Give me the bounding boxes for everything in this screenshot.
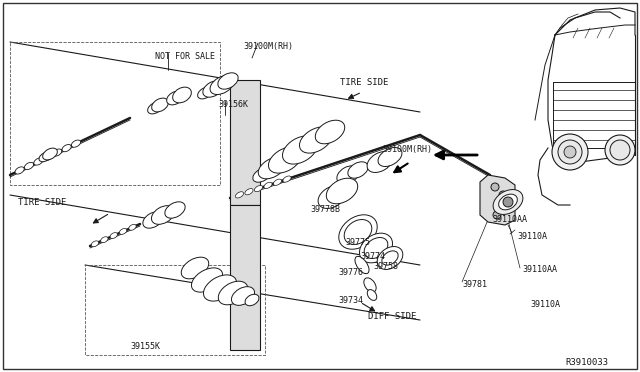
Ellipse shape (493, 190, 523, 214)
Ellipse shape (282, 136, 317, 164)
Ellipse shape (348, 162, 368, 178)
Ellipse shape (173, 87, 191, 103)
Ellipse shape (24, 162, 33, 170)
Ellipse shape (283, 176, 291, 182)
Ellipse shape (210, 76, 234, 94)
Ellipse shape (198, 87, 212, 99)
Text: 39775: 39775 (345, 238, 370, 247)
Circle shape (503, 197, 513, 207)
Ellipse shape (218, 281, 248, 305)
Text: 39778B: 39778B (310, 205, 340, 214)
Ellipse shape (15, 167, 24, 174)
Ellipse shape (318, 186, 346, 208)
Text: 39110AA: 39110AA (522, 265, 557, 274)
Ellipse shape (44, 153, 52, 161)
Text: 39758: 39758 (373, 262, 398, 271)
Circle shape (493, 211, 501, 219)
Ellipse shape (339, 215, 377, 249)
Ellipse shape (355, 256, 369, 274)
Polygon shape (230, 80, 260, 205)
Ellipse shape (191, 268, 223, 292)
Text: TIRE SIDE: TIRE SIDE (18, 198, 67, 207)
Text: 39110AA: 39110AA (492, 215, 527, 224)
Ellipse shape (152, 206, 175, 224)
Text: 39774: 39774 (360, 252, 385, 261)
Ellipse shape (236, 192, 244, 198)
Ellipse shape (166, 91, 183, 105)
Polygon shape (480, 175, 515, 225)
Text: 39100M(RH): 39100M(RH) (382, 145, 432, 154)
Text: DIFF SIDE: DIFF SIDE (368, 312, 417, 321)
Text: 39110A: 39110A (517, 232, 547, 241)
Ellipse shape (367, 289, 377, 301)
Ellipse shape (264, 182, 272, 189)
Circle shape (491, 183, 499, 191)
Ellipse shape (377, 247, 403, 269)
Ellipse shape (344, 219, 372, 244)
Ellipse shape (100, 237, 108, 243)
Text: 39781: 39781 (462, 280, 487, 289)
Circle shape (499, 191, 507, 199)
Ellipse shape (300, 127, 333, 153)
Ellipse shape (268, 147, 301, 173)
Ellipse shape (152, 98, 168, 112)
Ellipse shape (143, 212, 163, 228)
Ellipse shape (120, 228, 127, 234)
Ellipse shape (367, 151, 393, 173)
Ellipse shape (232, 287, 255, 305)
Circle shape (610, 140, 630, 160)
Ellipse shape (360, 233, 392, 263)
Ellipse shape (245, 294, 259, 306)
Ellipse shape (326, 178, 358, 204)
Ellipse shape (245, 189, 253, 195)
Ellipse shape (181, 257, 209, 279)
Ellipse shape (92, 241, 99, 247)
Ellipse shape (316, 120, 345, 144)
Ellipse shape (378, 148, 402, 167)
Ellipse shape (273, 179, 282, 185)
Circle shape (564, 146, 576, 158)
Text: NOT FOR SALE: NOT FOR SALE (155, 52, 215, 61)
Ellipse shape (259, 157, 285, 179)
Ellipse shape (72, 140, 81, 147)
Ellipse shape (253, 168, 271, 182)
Text: 39110A: 39110A (530, 300, 560, 309)
Ellipse shape (129, 224, 136, 230)
Text: 39734: 39734 (338, 296, 363, 305)
Ellipse shape (52, 149, 62, 156)
Circle shape (552, 134, 588, 170)
Ellipse shape (499, 194, 517, 210)
Text: 39100M(RH): 39100M(RH) (243, 42, 293, 51)
Ellipse shape (203, 81, 223, 97)
Ellipse shape (110, 232, 117, 238)
Text: 39156K: 39156K (218, 100, 248, 109)
Ellipse shape (204, 275, 237, 301)
Ellipse shape (148, 102, 163, 114)
Circle shape (605, 135, 635, 165)
Ellipse shape (34, 158, 43, 165)
Ellipse shape (218, 73, 238, 89)
Ellipse shape (382, 251, 398, 265)
Polygon shape (230, 205, 260, 350)
Ellipse shape (62, 144, 71, 152)
Ellipse shape (364, 278, 376, 292)
Ellipse shape (337, 166, 359, 184)
Ellipse shape (39, 152, 51, 162)
Ellipse shape (43, 148, 58, 160)
Ellipse shape (165, 202, 185, 218)
Text: 39155K: 39155K (130, 342, 160, 351)
Ellipse shape (364, 237, 388, 259)
Ellipse shape (255, 185, 262, 192)
Text: TIRE SIDE: TIRE SIDE (340, 78, 388, 87)
Text: R3910033: R3910033 (565, 358, 608, 367)
Circle shape (558, 140, 582, 164)
Text: 39776: 39776 (338, 268, 363, 277)
